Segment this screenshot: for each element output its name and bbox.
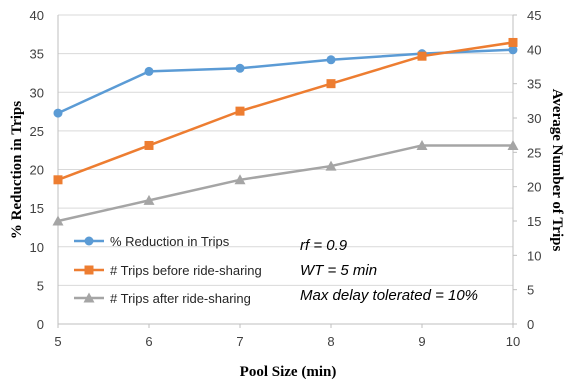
y-tick-label: 20 (30, 163, 44, 178)
y2-tick-label: 30 (527, 111, 541, 126)
legend-label-2: # Trips before ride-sharing (110, 263, 262, 278)
y2-tick-label: 40 (527, 42, 541, 57)
data-point-2 (53, 175, 63, 185)
x-tick-label: 10 (506, 334, 520, 349)
annotation-max-delay: Max delay tolerated = 10% (300, 287, 478, 304)
data-point-3 (234, 174, 246, 185)
y2-tick-label: 20 (527, 180, 541, 195)
data-point-2 (417, 51, 427, 61)
x-tick-label: 6 (145, 334, 152, 349)
y-tick-label: 40 (30, 8, 44, 23)
y2-tick-label: 45 (527, 8, 541, 23)
series-line-2 (57, 41, 514, 181)
legend-label-3: # Trips after ride-sharing (110, 291, 251, 306)
data-point-2 (326, 79, 336, 89)
y-tick-label: 10 (30, 240, 44, 255)
y-tick-label: 30 (30, 85, 44, 100)
x-tick-label: 5 (54, 334, 61, 349)
y2-tick-label: 15 (527, 214, 541, 229)
y2-tick-label: 5 (527, 283, 534, 298)
grid-lines (58, 14, 513, 286)
data-point-3 (416, 139, 428, 150)
series-line-1 (57, 48, 514, 115)
data-point-1 (53, 108, 63, 118)
legend-marker-3 (83, 292, 95, 303)
series-line-3 (57, 144, 513, 223)
y-tick-label: 35 (30, 47, 44, 62)
y-tick-label: 15 (30, 201, 44, 216)
y-tick-label: 25 (30, 124, 44, 139)
data-point-2 (144, 140, 154, 150)
y-tick-label: 5 (37, 278, 44, 293)
annotation-rf: rf = 0.9 (300, 237, 348, 254)
y2-tick-label: 25 (527, 145, 541, 160)
data-point-2 (508, 37, 518, 47)
x-tick-label: 9 (418, 334, 425, 349)
data-point-2 (235, 106, 245, 116)
y2-tick-label: 10 (527, 248, 541, 263)
legend: % Reduction in Trips # Trips before ride-… (74, 234, 262, 306)
y2-axis-title: Average Number of Trips (549, 89, 565, 252)
annotation-wt: WT = 5 min (300, 262, 377, 279)
x-tick-label: 8 (327, 334, 334, 349)
legend-label-1: % Reduction in Trips (110, 234, 230, 249)
data-point-3 (507, 139, 519, 150)
data-point-3 (52, 215, 64, 226)
data-point-1 (144, 66, 154, 76)
data-point-1 (508, 45, 518, 55)
data-point-1 (326, 55, 336, 65)
data-point-3 (325, 160, 337, 171)
legend-marker-1 (84, 236, 94, 246)
y-tick-label: 0 (37, 317, 44, 332)
data-point-3 (143, 194, 155, 205)
y2-tick-label: 35 (527, 77, 541, 92)
x-tick-label: 7 (236, 334, 243, 349)
legend-marker-2 (84, 265, 94, 275)
series-group (52, 37, 519, 226)
axes (57, 14, 517, 328)
x-axis-title: Pool Size (min) (240, 364, 337, 380)
y2-tick-label: 0 (527, 317, 534, 332)
data-point-1 (235, 63, 245, 73)
y-axis-title: % Reduction in Trips (9, 101, 25, 239)
